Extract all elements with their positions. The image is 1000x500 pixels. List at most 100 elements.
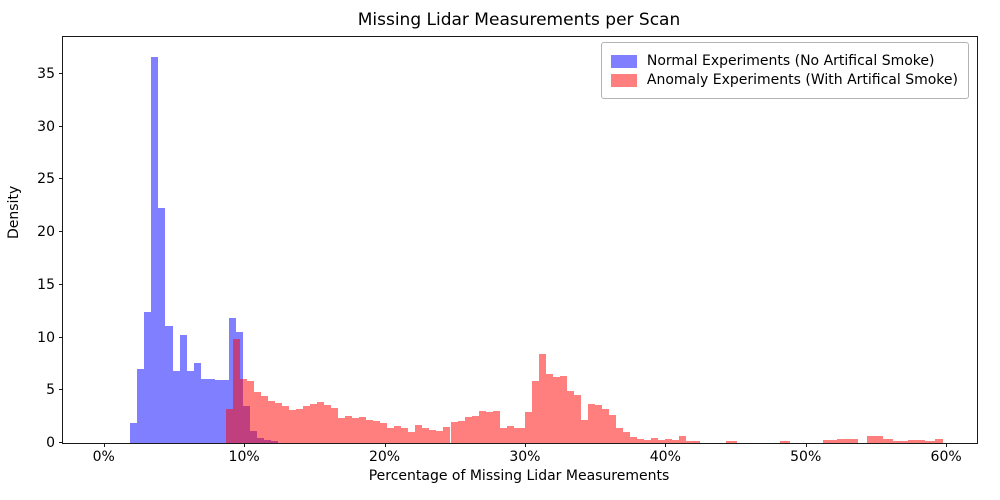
histogram-bar	[725, 441, 737, 443]
histogram-bar	[908, 439, 926, 443]
histogram-bar	[637, 438, 645, 443]
histogram-bar	[282, 406, 290, 443]
y-tick-label: 15	[37, 276, 55, 293]
histogram-bar	[408, 432, 416, 443]
histogram-bar	[253, 392, 261, 443]
plot-area: 0% 10% 20% 30% 40% 50% 60% 0 5 10 15 20 25 30 35 Norma…	[37, 36, 978, 465]
histogram-bar	[506, 426, 514, 443]
histogram-bar	[630, 436, 638, 443]
histogram-bar	[260, 395, 268, 443]
histogram-bar	[366, 419, 374, 443]
histogram-bar	[464, 417, 472, 443]
histogram-bar	[602, 409, 610, 443]
y-tick-label: 0	[46, 435, 55, 451]
histogram-bar	[137, 369, 145, 443]
histogram-bar	[531, 381, 539, 443]
histogram-bar	[686, 440, 694, 443]
histogram-bar	[892, 440, 909, 443]
histogram-bar	[232, 338, 240, 443]
histogram-bar	[193, 362, 201, 443]
histogram-bar	[492, 411, 500, 443]
histogram-bar	[524, 412, 532, 443]
x-tick-mark	[946, 443, 948, 447]
histogram-bar	[499, 428, 507, 443]
y-tick-mark	[59, 442, 63, 443]
histogram-bar	[401, 428, 409, 443]
histogram-bar	[693, 441, 701, 443]
histogram-bar	[380, 422, 388, 443]
histogram-bar	[345, 415, 353, 443]
x-tick-mark	[103, 443, 105, 447]
y-tick-mark	[59, 283, 63, 285]
histogram-bar	[545, 374, 553, 443]
legend-swatch-anomaly	[610, 73, 637, 87]
histogram-bar	[925, 440, 935, 443]
legend-label-anomaly: Anomaly Experiments (With Artifical Smok…	[646, 72, 958, 88]
legend-label-normal: Normal Experiments (No Artifical Smoke)	[646, 53, 935, 69]
histogram-bar	[429, 430, 437, 443]
histogram-bar	[239, 378, 247, 443]
histogram-bar	[415, 425, 423, 443]
histogram-bar	[552, 376, 560, 443]
histogram-bar	[214, 379, 222, 443]
histogram-bar	[672, 439, 680, 443]
histogram-bar	[228, 317, 236, 443]
x-tick-mark	[384, 443, 386, 447]
histogram-bar	[324, 405, 332, 443]
histogram-bar	[882, 439, 893, 443]
histogram-bar	[275, 402, 283, 443]
histogram-bar	[651, 437, 659, 443]
x-tick-mark	[244, 443, 246, 447]
histogram-bar	[289, 410, 297, 443]
y-axis-label: Density	[6, 185, 22, 239]
histogram-bar	[485, 411, 493, 443]
histogram-bar	[394, 426, 402, 443]
legend-item-normal: Normal Experiments (No Artifical Smoke)	[610, 53, 958, 69]
y-tick-mark	[59, 178, 63, 180]
histogram-bar	[338, 417, 346, 443]
histogram-bar	[574, 394, 582, 443]
histogram-bar	[172, 371, 180, 443]
x-tick-label: 40%	[649, 449, 681, 465]
x-tick-label: 50%	[790, 449, 822, 465]
histogram-bar	[450, 421, 458, 443]
histogram-bar	[595, 405, 603, 443]
histogram-bar	[246, 380, 254, 443]
histogram-bar	[331, 408, 339, 443]
histogram-bar	[296, 409, 304, 443]
histogram-bar	[836, 439, 858, 443]
histogram-bar	[225, 409, 233, 443]
histogram-bar	[780, 440, 791, 443]
histogram-bar	[867, 435, 883, 443]
x-tick-label: 20%	[368, 449, 401, 465]
y-tick-mark	[59, 72, 63, 74]
histogram-bar	[359, 416, 367, 443]
histogram-bar	[581, 419, 589, 443]
histogram-bar	[352, 417, 360, 443]
histogram-bar	[179, 335, 187, 443]
x-axis-label: Percentage of Missing Lidar Measurements	[368, 468, 670, 484]
histogram-bar	[267, 400, 275, 443]
y-tick-label: 30	[37, 118, 55, 135]
histogram-bar	[665, 439, 673, 443]
legend-item-anomaly: Anomaly Experiments (With Artifical Smok…	[610, 72, 958, 88]
histogram-bar	[422, 428, 430, 443]
x-tick-mark	[524, 443, 526, 447]
histogram-bar	[436, 431, 444, 443]
y-tick-label: 35	[37, 65, 55, 82]
histogram-bar	[623, 432, 631, 443]
histogram-bar	[207, 378, 215, 443]
histogram-bar	[443, 427, 451, 443]
x-tick-label: 0%	[92, 449, 115, 465]
histogram-bar	[478, 411, 486, 443]
histogram-bar	[538, 354, 546, 443]
chart-title: Missing Lidar Measurements per Scan	[357, 10, 681, 30]
histogram-bar	[457, 420, 465, 443]
histogram-bar	[616, 428, 624, 443]
x-tick-label: 10%	[228, 449, 260, 465]
histogram-bar	[658, 439, 666, 443]
histogram-bar	[644, 440, 652, 443]
histogram-bar	[588, 403, 596, 443]
histogram-bar	[221, 379, 229, 443]
